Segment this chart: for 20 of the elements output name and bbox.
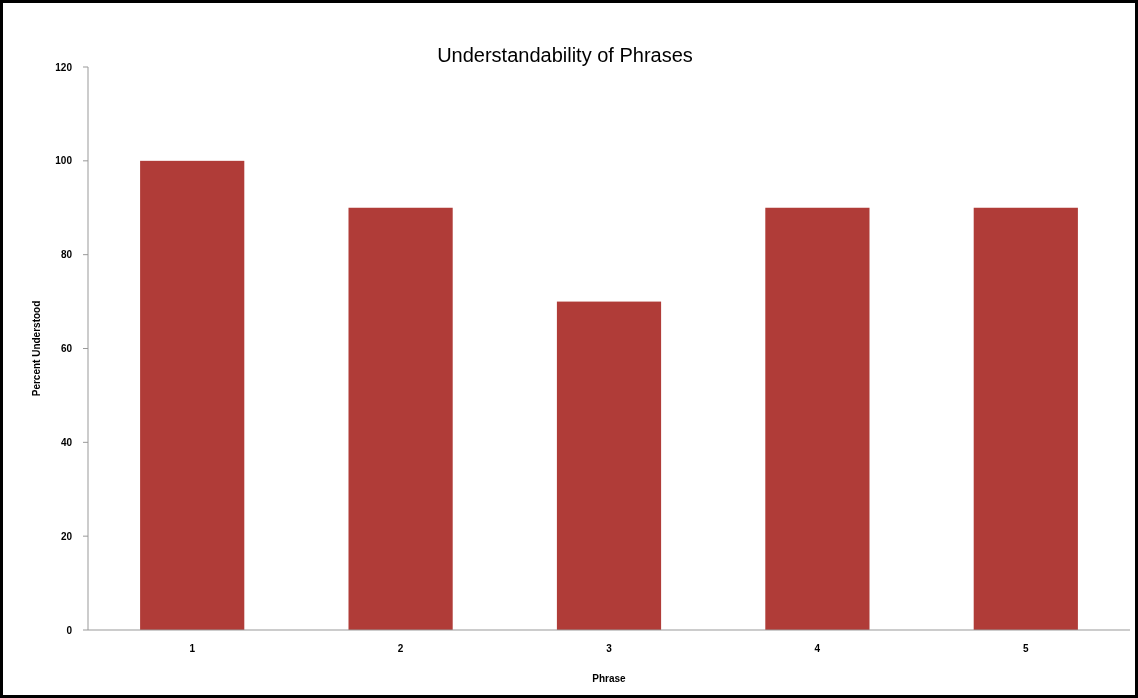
bar (556, 301, 662, 630)
y-tick-label: 40 (60, 436, 73, 448)
bar (140, 160, 245, 630)
y-tick-label: 120 (55, 61, 73, 73)
bar (973, 207, 1078, 630)
x-axis-title: Phrase (592, 673, 627, 684)
chart-title: Understandability of Phrases (437, 44, 693, 66)
x-tick-label: 3 (606, 643, 613, 654)
y-axis-title: Percent Understood (31, 300, 42, 397)
y-tick-label: 100 (55, 155, 73, 167)
x-tick-label: 2 (397, 643, 404, 654)
bar (765, 207, 870, 630)
y-tick-label: 80 (60, 249, 73, 261)
y-tick-label: 60 (60, 343, 73, 354)
y-tick-label: 0 (66, 624, 73, 636)
x-tick-label: 4 (814, 643, 821, 654)
bar (348, 207, 453, 630)
x-tick-label: 5 (1023, 643, 1030, 654)
x-tick-label: 1 (189, 643, 196, 654)
y-tick-label: 20 (60, 530, 73, 542)
